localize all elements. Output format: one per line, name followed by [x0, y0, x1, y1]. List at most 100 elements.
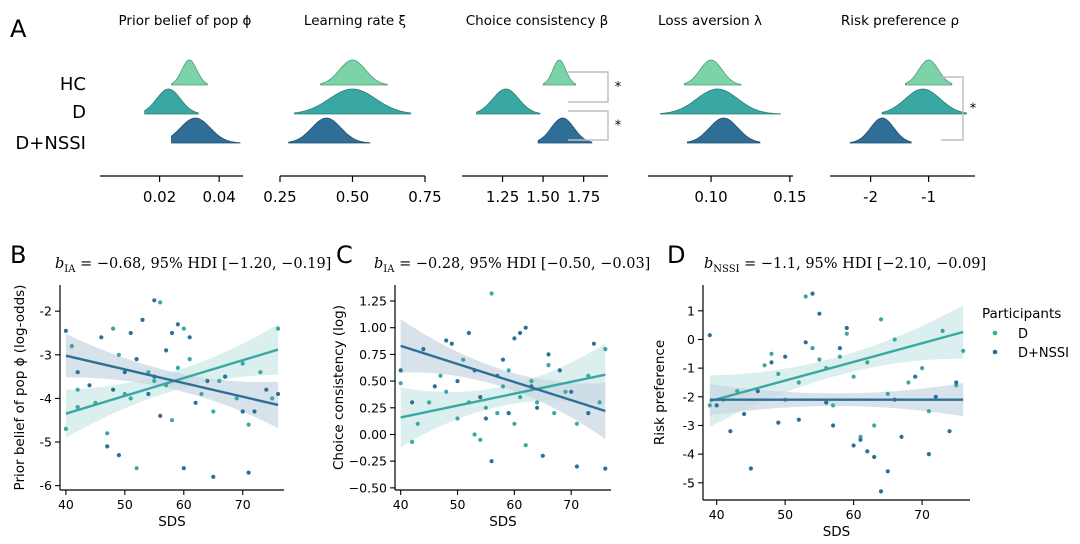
y-tick-label: −0.25 — [349, 454, 387, 469]
panel-a: HC D D+NSSI Prior belief of pop ϕ 0.02 0.04 Le… — [15, 13, 976, 206]
x-tick-label: 1.25 — [486, 188, 519, 206]
subplot-title: Choice consistency β — [466, 13, 609, 29]
legend-item-d: D — [1018, 327, 1028, 342]
x-tick-label: 70 — [563, 497, 579, 512]
x-tick-label: 0.02 — [143, 188, 176, 206]
density-d-nssi — [171, 117, 241, 144]
stat-b: b — [374, 256, 383, 272]
x-tick-label: 0.75 — [408, 188, 441, 206]
data-point-d — [181, 326, 186, 331]
density-d — [144, 88, 199, 115]
significance-bracket — [568, 71, 609, 103]
density-d-nssi — [849, 117, 912, 144]
data-point-d-nssi — [933, 394, 938, 399]
x-tick-label: 0.25 — [263, 188, 296, 206]
x-tick-label: 50 — [450, 497, 466, 512]
data-point-d — [169, 418, 175, 423]
data-point-d-nssi — [122, 370, 127, 375]
subplot-title: Prior belief of pop ϕ — [119, 13, 252, 29]
data-point-d — [217, 378, 222, 384]
y-tick-label: 0.50 — [359, 374, 387, 389]
panel-d: bNSSI = −1.1, 95% HDI [−2.10, −0.09] 40 50… — [652, 256, 986, 540]
panel-b-letter: B — [10, 241, 26, 269]
data-point-d — [920, 366, 925, 371]
data-point-d-nssi — [500, 357, 506, 362]
y-tick-label: 0 — [687, 332, 695, 347]
x-tick-label: 0.50 — [336, 188, 369, 206]
data-point-d — [762, 363, 767, 368]
stat-value: = −0.28, 95% HDI [−0.50, −0.03] — [394, 256, 650, 272]
ridgeline-subplot-2: Learning rate ξ 0.25 0.50 0.75 — [263, 13, 441, 206]
data-point-d-nssi — [947, 429, 952, 434]
data-point-d-nssi — [421, 347, 426, 352]
significance-star: * — [970, 102, 977, 117]
density-hc — [542, 59, 576, 86]
y-tick-label: -4 — [40, 391, 53, 406]
data-point-d — [851, 374, 856, 379]
data-point-d — [455, 416, 460, 421]
x-tick-label: 60 — [506, 497, 522, 512]
y-tick-label: -3 — [40, 347, 52, 362]
data-point-d — [597, 400, 602, 405]
significance-bracket — [941, 76, 964, 141]
stat-annotation: bIA = −0.28, 95% HDI [−0.50, −0.03] — [374, 256, 650, 275]
subplot-title: Learning rate ξ — [304, 13, 406, 29]
data-point-d — [415, 421, 420, 426]
data-point-d — [427, 400, 432, 405]
data-point-d-nssi — [796, 417, 801, 422]
panel-c-letter: C — [336, 241, 353, 269]
data-point-d — [483, 405, 488, 410]
data-point-d — [495, 411, 500, 416]
data-point-d — [803, 294, 808, 299]
significance-star: * — [615, 80, 622, 95]
y-tick-label: -2 — [683, 389, 695, 404]
panel-d-letter: D — [667, 241, 685, 269]
data-point-d — [69, 344, 74, 349]
data-point-d-nssi — [105, 444, 110, 449]
data-point-d-nssi — [926, 452, 932, 457]
data-point-d-nssi — [134, 357, 139, 362]
data-point-d — [128, 396, 133, 401]
panel-c: bIA = −0.28, 95% HDI [−0.50, −0.03] 40 50 6… — [331, 256, 650, 530]
density-d — [881, 88, 967, 115]
data-point-d — [858, 434, 863, 439]
density-hc — [171, 59, 208, 86]
data-point-d — [872, 423, 877, 428]
data-point-d — [258, 370, 263, 375]
data-point-d — [134, 466, 139, 471]
data-point-d-nssi — [444, 338, 449, 343]
data-point-d-nssi — [557, 368, 562, 373]
data-point-d-nssi — [152, 298, 157, 303]
data-point-d-nssi — [810, 291, 815, 296]
data-point-d — [175, 365, 180, 370]
data-point-d-nssi — [252, 409, 257, 414]
data-point-d-nssi — [783, 354, 788, 359]
data-point-d-nssi — [146, 391, 151, 397]
data-point-d — [146, 370, 151, 375]
data-point-d — [116, 352, 121, 357]
x-tick-label: 60 — [176, 497, 192, 512]
data-point-d — [817, 357, 822, 362]
data-point-d — [489, 291, 494, 296]
data-point-d-nssi — [603, 466, 608, 471]
data-point-d-nssi — [851, 443, 856, 448]
data-point-d-nssi — [193, 400, 198, 405]
data-point-d-nssi — [489, 459, 494, 464]
data-point-d — [769, 351, 774, 356]
data-point-d — [240, 361, 245, 366]
legend-marker-d — [992, 330, 998, 336]
data-point-d — [776, 371, 781, 376]
data-point-d — [234, 396, 239, 401]
data-point-d-nssi — [878, 489, 884, 494]
group-label-dnssi: D+NSSI — [15, 133, 86, 154]
data-point-d — [211, 409, 216, 414]
y-tick-label: 0.25 — [359, 400, 387, 415]
x-tick-label: -1 — [921, 188, 936, 206]
density-hc — [683, 59, 742, 86]
data-point-d-nssi — [187, 335, 192, 340]
data-point-d — [461, 357, 466, 362]
data-point-d — [75, 405, 80, 410]
stat-value: = −1.1, 95% HDI [−2.10, −0.09] — [740, 256, 987, 272]
data-point-d-nssi — [75, 370, 80, 375]
